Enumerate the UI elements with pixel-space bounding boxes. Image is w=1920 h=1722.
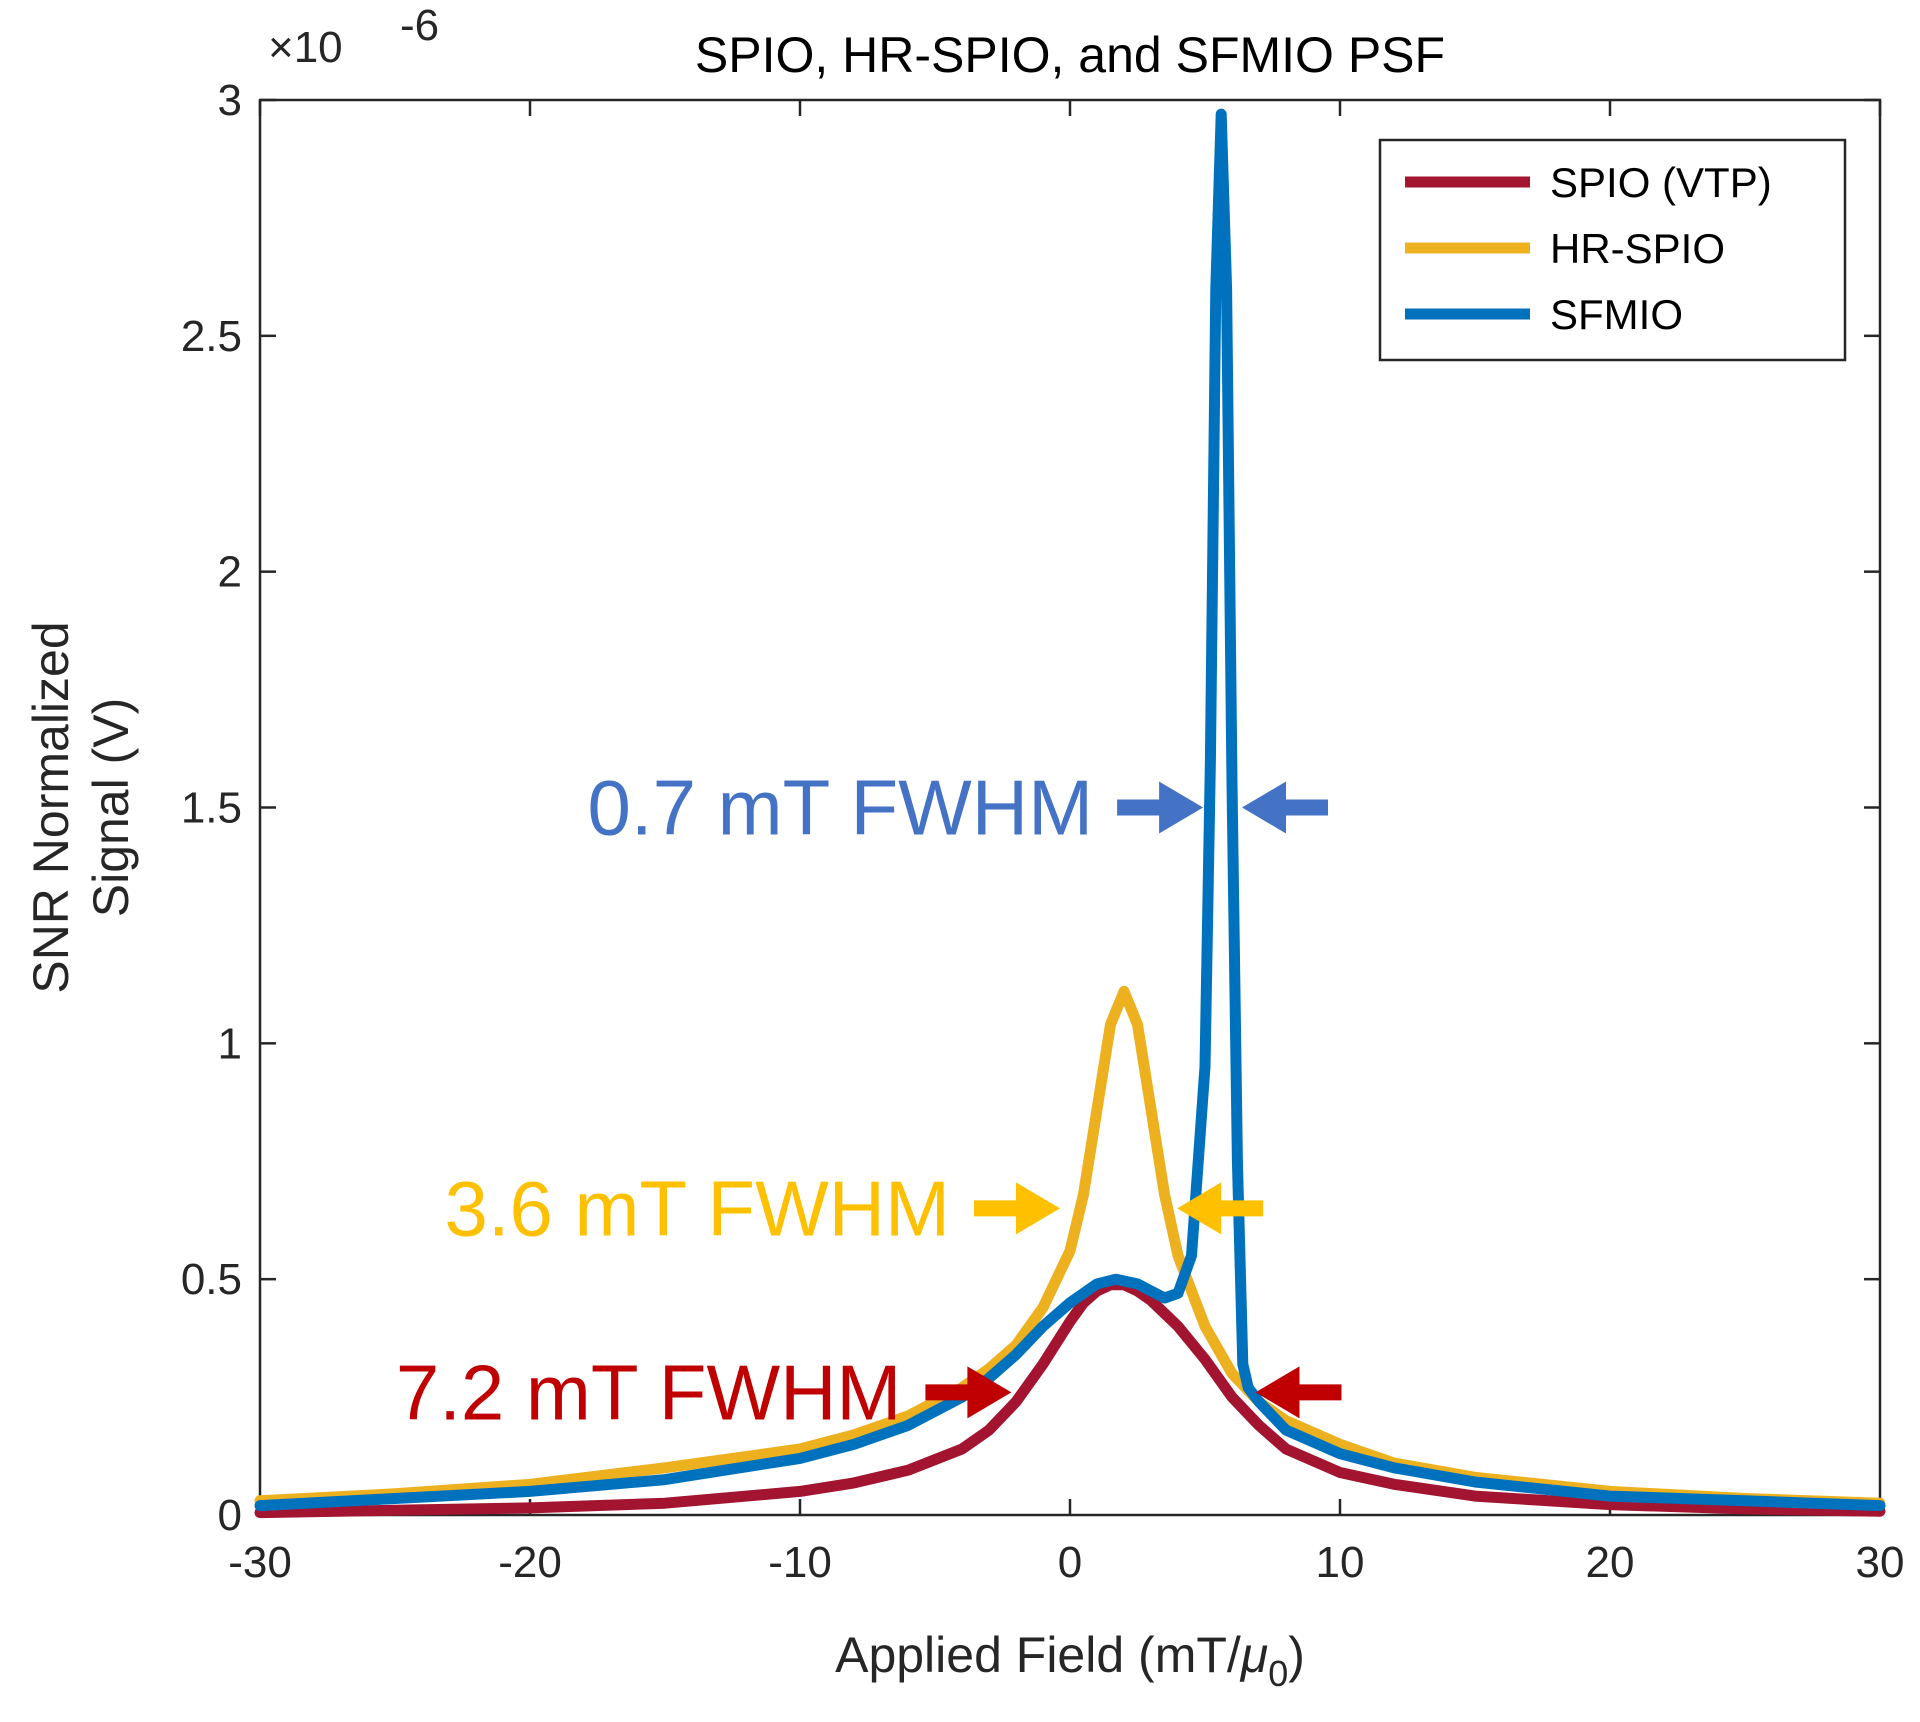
y-tick-label: 2.5 (181, 312, 242, 361)
fwhm-annotation: 3.6 mT FWHM (444, 1164, 950, 1252)
y-tick-label: 2 (218, 548, 242, 597)
series-line-sfmio (254, 108, 1886, 1512)
x-tick-label: -30 (228, 1538, 292, 1587)
x-tick-label: 0 (1058, 1538, 1082, 1587)
x-axis-label: Applied Field (mT/μ0) (835, 1627, 1305, 1694)
fwhm-arrow-right (1255, 1366, 1342, 1419)
y-axis-label-line1: SNR Normalized (23, 621, 79, 993)
x-tick-label: -10 (768, 1538, 832, 1587)
y-exponent-value: -6 (400, 1, 439, 50)
legend-entry: SPIO (VTP) (1550, 159, 1772, 206)
y-tick-label: 1.5 (181, 784, 242, 833)
y-tick-label: 1 (218, 1019, 242, 1068)
legend-entry: HR-SPIO (1550, 225, 1725, 272)
legend: SPIO (VTP) HR-SPIO SFMIO (1378, 138, 1847, 362)
fwhm-arrow-right (1177, 1182, 1264, 1235)
fwhm-annotation: 7.2 mT FWHM (396, 1348, 902, 1436)
x-tick-label: 10 (1316, 1538, 1365, 1587)
y-tick-label: 0.5 (181, 1255, 242, 1304)
fwhm-arrow-left (925, 1366, 1012, 1419)
y-exponent-label: ×10 (268, 23, 343, 72)
chart-title: SPIO, HR-SPIO, and SFMIO PSF (695, 27, 1445, 83)
series-line-hr-spio (254, 985, 1886, 1509)
x-tick-label: -20 (498, 1538, 562, 1587)
x-tick-label: 20 (1586, 1538, 1635, 1587)
y-tick-label: 3 (218, 76, 242, 125)
fwhm-arrow-right (1242, 781, 1328, 834)
annotation-layer: 0.7 mT FWHM 3.6 mT FWHM 7.2 mT FWHM (396, 764, 1342, 1436)
label-layer: -30 -20 -10 0 10 20 30 0 0.5 1 1.5 2 2.5 3 ×10 -6 SPIO, … (23, 1, 1904, 1694)
series-layer (254, 108, 1886, 1519)
fwhm-arrow-left (1117, 781, 1204, 834)
fwhm-arrow-left (974, 1182, 1060, 1235)
y-tick-label: 0 (218, 1491, 242, 1540)
fwhm-annotation: 0.7 mT FWHM (588, 764, 1094, 852)
y-axis-label-line2: Signal (V) (83, 698, 139, 918)
x-tick-label: 30 (1856, 1538, 1905, 1587)
legend-entry: SFMIO (1550, 291, 1683, 338)
